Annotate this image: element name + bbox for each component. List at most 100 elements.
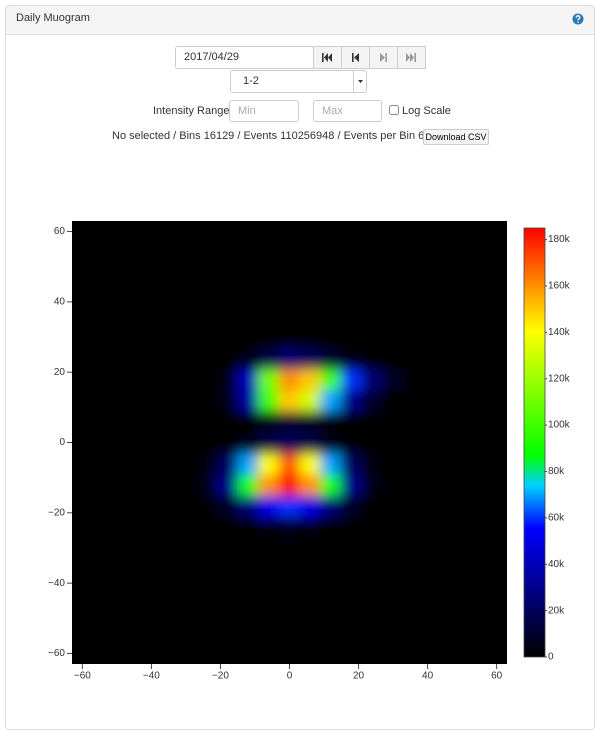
heat-cell — [361, 621, 384, 644]
first-button[interactable] — [313, 46, 342, 69]
heat-cell — [175, 452, 197, 475]
heat-cell — [361, 579, 384, 602]
heat-cell — [465, 494, 487, 517]
heat-cell — [154, 579, 177, 602]
panel-title: Daily Muogram — [16, 12, 90, 24]
colorbar-tick-label: 120k — [548, 373, 571, 384]
heat-cell — [237, 410, 259, 433]
heat-cell — [299, 325, 322, 349]
heat-cell — [402, 579, 425, 602]
heat-cell — [133, 368, 156, 391]
heat-cell — [133, 579, 156, 602]
prev-button[interactable] — [341, 46, 370, 69]
heat-cell — [216, 221, 239, 243]
heat-cell — [133, 515, 156, 538]
heat-cell — [444, 558, 467, 581]
channel-select[interactable]: 1-2 — [230, 70, 367, 93]
heat-cell — [112, 262, 135, 285]
heat-cell — [175, 515, 197, 538]
heat-cell — [195, 600, 218, 623]
heat-cell — [195, 452, 218, 475]
heat-cell — [340, 642, 363, 664]
heat-cell — [92, 389, 114, 412]
heat-cell — [340, 347, 363, 370]
heat-cell — [465, 304, 487, 327]
heat-cell — [340, 515, 363, 538]
min-input[interactable]: Min — [229, 100, 299, 122]
heat-cell — [216, 600, 239, 623]
heat-cell — [423, 283, 446, 306]
y-tick-label: −40 — [48, 578, 65, 589]
heat-cell — [175, 410, 197, 433]
heat-cell — [320, 347, 342, 370]
heat-cell — [402, 283, 425, 306]
heat-cell — [216, 304, 239, 327]
heat-cell — [133, 221, 156, 243]
heat-cell — [361, 304, 384, 327]
heat-cell — [485, 410, 507, 433]
heat-cell — [237, 389, 259, 412]
heat-cell — [361, 262, 384, 285]
heat-cell — [237, 515, 259, 538]
heat-cell — [444, 452, 467, 475]
heat-cell — [465, 368, 487, 391]
next-button[interactable] — [369, 46, 398, 69]
heat-cell — [278, 452, 301, 475]
heat-cell — [340, 304, 363, 327]
x-tick-label: 60 — [491, 671, 503, 682]
heat-cell — [382, 642, 404, 664]
heat-cell — [423, 579, 446, 602]
heat-cell — [112, 283, 135, 306]
heat-cell — [72, 515, 94, 538]
heat-cell — [237, 536, 259, 560]
heat-cell — [216, 389, 239, 412]
colorbar-tick-label: 80k — [548, 466, 565, 477]
heat-cell — [216, 431, 239, 454]
heat-cell — [112, 221, 135, 243]
heat-cell — [299, 389, 322, 412]
heatmap-cells — [72, 221, 507, 664]
heat-cell — [485, 262, 507, 285]
heat-cell — [278, 558, 301, 581]
heat-cell — [278, 389, 301, 412]
heat-cell — [485, 473, 507, 496]
heat-cell — [133, 431, 156, 454]
colorbar-tick-label: 60k — [548, 513, 565, 524]
heat-cell — [278, 642, 301, 664]
max-input[interactable]: Max — [313, 100, 382, 122]
heat-cell — [402, 600, 425, 623]
heat-cell — [382, 558, 404, 581]
heat-cell — [257, 410, 280, 433]
heat-cell — [382, 536, 404, 560]
heat-cell — [112, 515, 135, 538]
heat-cell — [72, 494, 94, 517]
heat-cell — [278, 600, 301, 623]
help-icon[interactable] — [572, 13, 584, 25]
heat-cell — [465, 621, 487, 644]
log-checkbox[interactable] — [389, 105, 400, 116]
heat-cell — [195, 558, 218, 581]
heat-cell — [112, 389, 135, 412]
heat-cell — [423, 536, 446, 560]
heat-cell — [257, 515, 280, 538]
last-button[interactable] — [397, 46, 426, 69]
heat-cell — [299, 536, 322, 560]
heat-cell — [175, 325, 197, 349]
download-button[interactable]: Download CSV — [423, 129, 489, 145]
heat-cell — [154, 304, 177, 327]
heat-cell — [444, 325, 467, 349]
heat-cell — [444, 304, 467, 327]
heat-cell — [257, 642, 280, 664]
heat-cell — [216, 368, 239, 391]
heat-cell — [154, 558, 177, 581]
heat-cell — [423, 262, 446, 285]
heat-cell — [402, 304, 425, 327]
heat-cell — [299, 515, 322, 538]
heat-cell — [361, 283, 384, 306]
heat-cell — [175, 600, 197, 623]
heat-cell — [72, 241, 94, 264]
heat-cell — [299, 241, 322, 264]
heat-cell — [320, 494, 342, 517]
heat-cell — [402, 515, 425, 538]
heat-cell — [133, 558, 156, 581]
